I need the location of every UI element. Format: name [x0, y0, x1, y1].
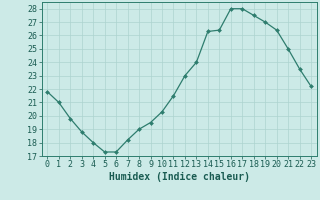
X-axis label: Humidex (Indice chaleur): Humidex (Indice chaleur): [109, 172, 250, 182]
